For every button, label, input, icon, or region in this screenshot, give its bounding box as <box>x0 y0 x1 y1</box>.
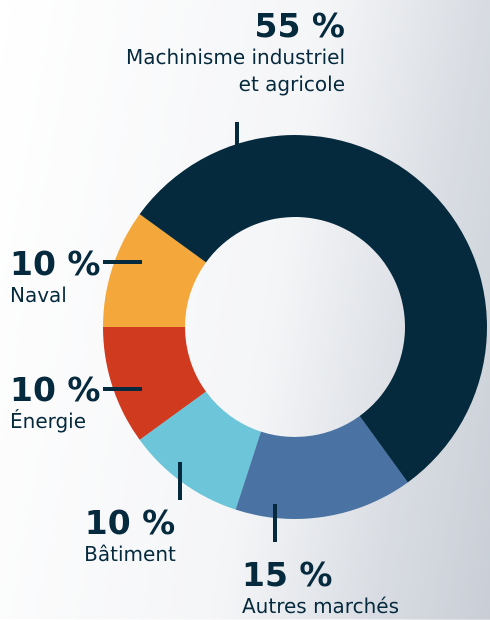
category-label: Énergie <box>10 408 170 435</box>
slice-label: 10 %Naval <box>10 246 170 309</box>
slice-label: 10 %Bâtiment <box>60 505 200 568</box>
slice-label: 15 %Autres marchés <box>242 557 482 620</box>
page: {"chart_data": {"type": "donut", "catego… <box>0 0 490 619</box>
category-label: Naval <box>10 282 170 309</box>
value-label: 15 % <box>242 557 482 593</box>
slice-label: 55 %Machinisme industriel et agricole <box>115 8 345 98</box>
category-label: Autres marchés <box>242 593 482 620</box>
value-label: 10 % <box>60 505 200 541</box>
value-label: 10 % <box>10 372 170 408</box>
slice-label: 10 %Énergie <box>10 372 170 435</box>
value-label: 10 % <box>10 246 170 282</box>
category-label: Bâtiment <box>60 541 200 568</box>
category-label: Machinisme industriel et agricole <box>115 44 345 98</box>
value-label: 55 % <box>115 8 345 44</box>
